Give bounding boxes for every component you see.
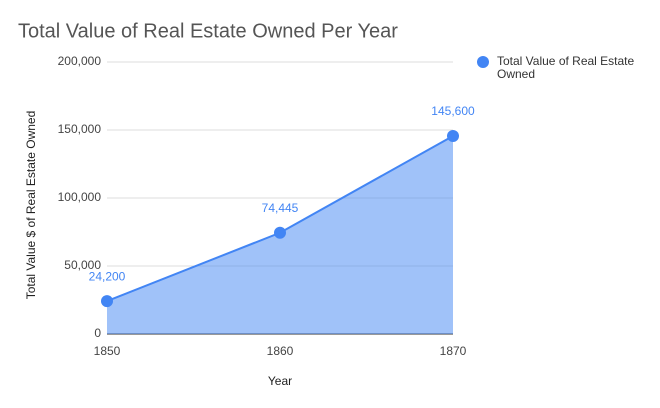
legend: Total Value of Real Estate Owned	[497, 55, 637, 81]
point	[274, 226, 286, 239]
y-tick-label: 150,000	[58, 122, 102, 136]
x-tick-label: 1870	[440, 344, 467, 358]
y-tick-label: 0	[94, 326, 101, 340]
y-tick-label: 50,000	[64, 258, 101, 272]
legend-marker	[477, 56, 489, 68]
point	[101, 295, 113, 308]
data-label: 145,600	[431, 104, 475, 118]
legend-label: Total Value of Real Estate Owned	[497, 54, 635, 81]
x-tick-label: 1850	[94, 344, 121, 358]
x-axis-label: Year	[268, 374, 292, 388]
y-tick-label: 200,000	[58, 54, 102, 68]
chart-title: Total Value of Real Estate Owned Per Yea…	[18, 20, 398, 42]
y-axis-label: Total Value $ of Real Estate Owned	[24, 111, 38, 300]
y-tick-label: 100,000	[58, 190, 102, 204]
data-label: 74,445	[262, 201, 299, 215]
data-label: 24,200	[89, 269, 126, 283]
point	[447, 129, 459, 142]
x-tick-label: 1860	[267, 344, 294, 358]
